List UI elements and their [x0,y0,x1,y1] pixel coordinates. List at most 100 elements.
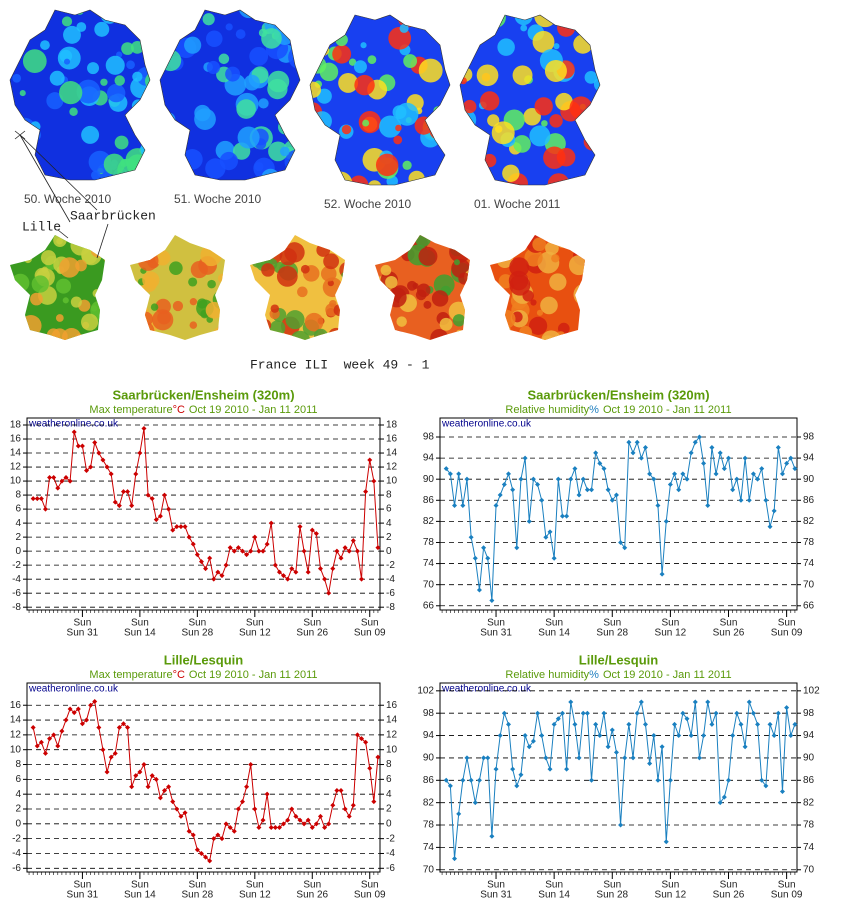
data-point [137,450,143,456]
data-point [684,716,690,722]
data-point [178,524,184,530]
y-tick-label: -4 [12,574,21,585]
data-point [634,710,640,716]
heat-blob [10,134,23,153]
data-point [742,744,748,750]
data-point [108,471,114,477]
heat-blob [202,13,215,26]
heat-blob [258,98,269,109]
data-point [104,769,110,775]
data-point [630,755,636,761]
data-point [701,460,707,466]
heat-blob [380,264,392,276]
data-point [717,800,723,806]
heat-blob [592,44,600,66]
data-point [775,445,781,451]
data-point [55,743,61,749]
heat-blob [87,62,100,75]
heat-blob [61,16,73,27]
data-point [468,534,474,540]
heat-blob [353,60,367,74]
heat-blob [205,301,223,319]
heat-blob [92,289,102,298]
data-point [514,783,520,789]
heat-blob [466,35,478,47]
data-point [67,478,73,484]
heat-blob [491,121,515,145]
data-point [239,548,245,554]
heat-blob [415,235,431,247]
heat-blob [313,328,328,340]
data-point [713,471,719,477]
heat-blob [63,25,81,44]
heat-blob [393,135,403,145]
data-point [497,492,503,498]
data-point [763,783,769,789]
data-point [334,787,340,793]
heat-blob [304,312,324,332]
heat-blob [532,30,555,53]
y-tick-label: 10 [386,744,398,755]
data-point [125,724,131,730]
heat-blob [414,116,433,135]
heat-blob [343,267,345,277]
data-point [568,476,574,482]
y-tick-label: 86 [803,495,815,506]
heat-blob [584,70,598,84]
y-tick-label: 16 [386,434,398,445]
france-map [10,235,105,340]
data-point [133,471,139,477]
data-point [696,755,702,761]
y-tick-label: 70 [423,864,435,875]
y-tick-label: 6 [15,504,21,515]
heat-blob [358,111,381,134]
y-tick-label: 18 [10,420,22,431]
data-point [153,517,159,523]
heat-blob [431,290,449,307]
x-tick-label: Sun [303,880,321,891]
x-tick-label: Sun 14 [538,890,570,900]
data-point [680,471,686,477]
y-tick-label: 16 [10,700,22,711]
heat-blob [132,71,143,82]
heat-blob [172,300,184,312]
data-point [730,487,736,493]
data-point [371,478,377,484]
heat-blob [588,134,600,151]
data-point [227,825,233,831]
data-point [42,750,48,756]
heat-blob [66,235,82,245]
data-point [551,555,557,561]
data-point [350,802,356,808]
data-point [493,503,499,509]
heat-blob [408,170,425,185]
france-map [490,235,585,340]
y-tick-label: 18 [386,420,398,431]
y-tick-label: -2 [386,560,395,571]
map-label: 50. Woche 2010 [24,192,112,206]
heat-blob [160,26,170,46]
data-point [354,732,360,738]
heat-blob [375,249,380,257]
heat-blob [482,178,491,185]
data-point [551,721,557,727]
data-point [211,576,217,582]
data-point [272,562,278,568]
y-tick-label: 98 [423,708,435,719]
heat-blob [532,237,546,252]
heat-blob [142,271,160,289]
data-point [79,443,85,449]
heat-blob [310,81,321,98]
data-point [235,806,241,812]
heat-blob [130,295,138,306]
data-point [680,710,686,716]
y-tick-label: 82 [803,797,815,808]
heat-blob [218,53,230,65]
map-label: 52. Woche 2010 [324,197,412,211]
x-tick-label: Sun 28 [596,890,628,900]
heat-blob [56,278,72,294]
heat-blob [319,22,327,30]
data-point [539,497,545,503]
data-point [149,773,155,779]
y-tick-label: 2 [15,532,21,543]
